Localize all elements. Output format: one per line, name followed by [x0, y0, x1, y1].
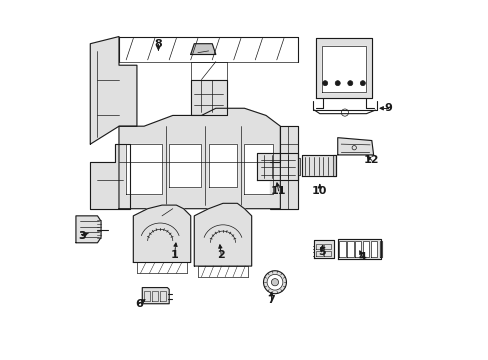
Circle shape	[347, 81, 352, 86]
Polygon shape	[142, 288, 169, 304]
Circle shape	[335, 81, 340, 86]
Text: 3: 3	[79, 231, 86, 240]
Text: 10: 10	[311, 186, 327, 196]
Polygon shape	[190, 80, 226, 116]
Polygon shape	[314, 240, 333, 258]
Polygon shape	[194, 203, 251, 266]
Polygon shape	[126, 144, 162, 194]
Polygon shape	[257, 153, 298, 180]
Polygon shape	[321, 45, 366, 92]
Polygon shape	[301, 155, 335, 176]
Polygon shape	[379, 241, 382, 257]
Polygon shape	[316, 39, 371, 98]
Polygon shape	[339, 241, 345, 257]
Polygon shape	[346, 241, 353, 257]
Polygon shape	[119, 108, 280, 209]
Polygon shape	[333, 155, 336, 176]
Text: 5: 5	[317, 247, 325, 257]
Polygon shape	[337, 239, 380, 259]
Text: 8: 8	[154, 39, 162, 49]
Text: 11: 11	[270, 186, 286, 196]
Text: 9: 9	[383, 103, 391, 113]
Polygon shape	[208, 144, 237, 187]
Polygon shape	[337, 138, 373, 155]
Polygon shape	[354, 241, 361, 257]
Polygon shape	[190, 44, 215, 54]
Polygon shape	[297, 158, 300, 175]
Text: 7: 7	[267, 295, 275, 305]
Text: 1: 1	[170, 249, 178, 260]
Circle shape	[263, 271, 286, 294]
Circle shape	[271, 279, 278, 286]
Polygon shape	[169, 144, 201, 187]
Text: 2: 2	[217, 249, 224, 260]
Circle shape	[322, 81, 327, 86]
Text: 12: 12	[363, 155, 379, 165]
Polygon shape	[362, 241, 368, 257]
Polygon shape	[90, 144, 129, 209]
Polygon shape	[244, 144, 273, 194]
Text: 6: 6	[135, 299, 142, 309]
Polygon shape	[133, 205, 190, 262]
Polygon shape	[269, 126, 298, 209]
Circle shape	[266, 274, 282, 290]
Polygon shape	[370, 241, 376, 257]
Polygon shape	[76, 216, 101, 243]
Text: 4: 4	[358, 252, 366, 262]
Polygon shape	[90, 37, 137, 144]
Circle shape	[360, 81, 365, 86]
